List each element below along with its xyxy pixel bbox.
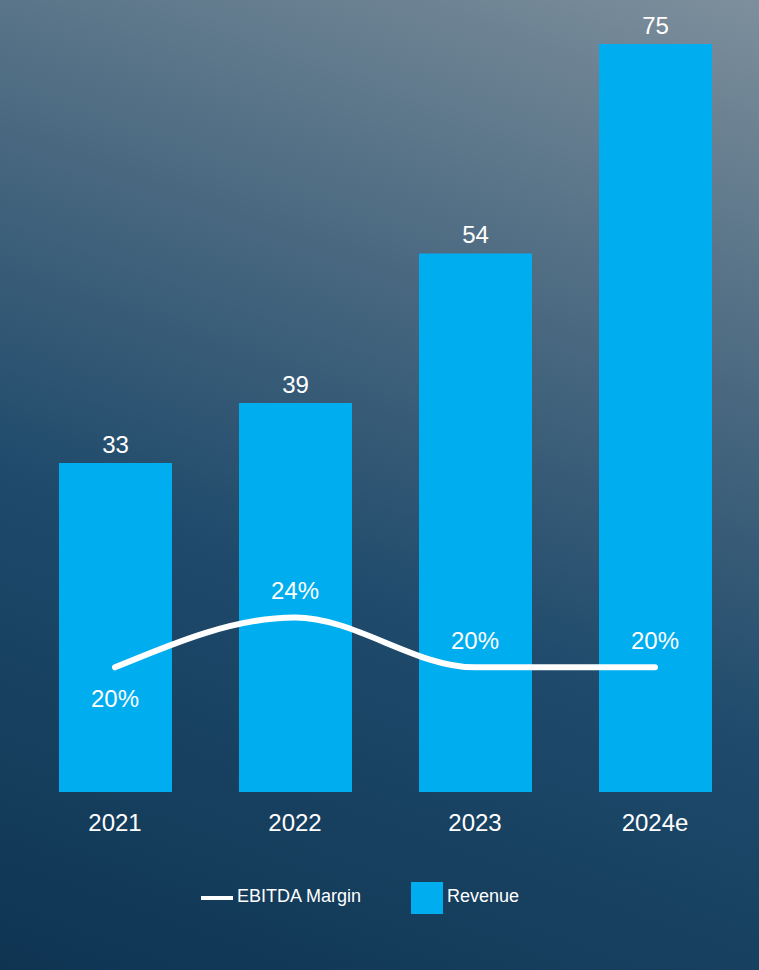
- svg-text:54: 54: [462, 221, 489, 248]
- svg-text:33: 33: [102, 431, 129, 458]
- svg-text:20%: 20%: [631, 627, 679, 654]
- svg-text:2023: 2023: [448, 809, 501, 836]
- html-text:Revenue: Revenue: [447, 886, 519, 907]
- svg-text:75: 75: [642, 12, 669, 39]
- svg-text:39: 39: [282, 371, 309, 398]
- svg-text:2022: 2022: [268, 809, 321, 836]
- svg-text:24%: 24%: [271, 577, 319, 604]
- svg-text:2024e: 2024e: [622, 809, 689, 836]
- svg-text:2021: 2021: [88, 809, 141, 836]
- svg-text:20%: 20%: [91, 685, 139, 712]
- svg-text:20%: 20%: [451, 627, 499, 654]
- html-text:EBITDA Margin: EBITDA Margin: [236, 886, 361, 907]
